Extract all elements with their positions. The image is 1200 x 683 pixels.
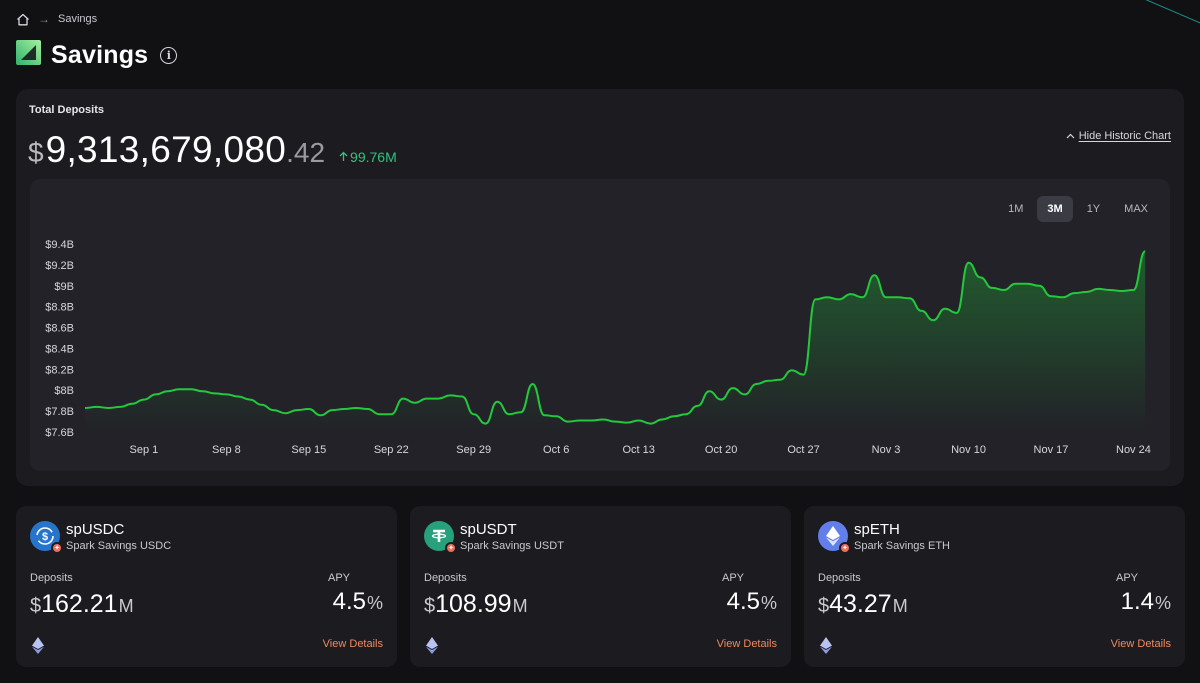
x-tick-label: Sep 1 <box>130 444 159 456</box>
currency-symbol: $ <box>28 137 44 168</box>
total-deposits-value: $ 9,313,679,080 .42 99.76M <box>28 129 397 171</box>
x-tick-label: Nov 24 <box>1116 444 1151 456</box>
x-tick-label: Sep 8 <box>212 444 241 456</box>
range-tab-max[interactable]: MAX <box>1124 203 1148 215</box>
time-range-tabs: 1M 3M 1Y MAX <box>998 196 1158 222</box>
apy-unit: % <box>760 593 777 613</box>
view-details-link[interactable]: View Details <box>716 638 777 650</box>
y-tick-label: $9.4B <box>45 239 74 251</box>
x-tick-label: Oct 27 <box>787 444 819 456</box>
y-tick-label: $8.6B <box>45 323 74 335</box>
view-details-link[interactable]: View Details <box>1110 638 1171 650</box>
currency-symbol: $ <box>30 595 42 617</box>
historic-chart-panel: $9.4B $9.2B $9B $8.8B $8.6B $8.4B $8.2B $8B $7.8… <box>30 179 1170 471</box>
apy-amount: 1.4 <box>1120 588 1154 615</box>
savings-card-spusdc[interactable]: $ ✦ spUSDC Spark Savings USDC Deposits $… <box>16 506 397 667</box>
chart-line <box>84 250 1147 425</box>
token-subname: Spark Savings USDT <box>460 540 564 552</box>
apy-label: APY <box>721 572 744 584</box>
total-deposits-label: Total Deposits <box>29 104 104 116</box>
x-tick-label: Sep 29 <box>456 444 491 456</box>
spark-badge-icon: ✦ <box>51 542 63 554</box>
ethereum-icon <box>426 637 438 659</box>
x-tick-label: Nov 10 <box>951 444 986 456</box>
token-name: spUSDT <box>460 521 517 538</box>
hide-historic-chart-button[interactable]: Hide Historic Chart <box>1066 130 1171 142</box>
deposits-unit: M <box>512 596 528 616</box>
x-tick-label: Sep 15 <box>291 444 326 456</box>
spark-badge-icon: ✦ <box>839 542 851 554</box>
breadcrumb-arrow-icon: → <box>38 12 50 26</box>
deposits-label: Deposits <box>818 572 861 584</box>
y-tick-label: $9B <box>54 281 74 293</box>
y-tick-label: $9.2B <box>45 260 74 272</box>
apy-label: APY <box>327 572 350 584</box>
y-tick-label: $8.2B <box>45 364 74 376</box>
currency-symbol: $ <box>818 595 830 617</box>
currency-symbol: $ <box>424 595 436 617</box>
range-tab-1m[interactable]: 1M <box>1008 203 1024 215</box>
token-name: spETH <box>854 521 900 538</box>
breadcrumb: → Savings <box>16 12 97 26</box>
info-icon[interactable]: i <box>160 46 178 64</box>
total-deposits-decimal: .42 <box>286 137 326 168</box>
deposits-amount: 108.99 <box>435 590 512 618</box>
range-tab-1y[interactable]: 1Y <box>1086 203 1101 215</box>
x-tick-label: Nov 17 <box>1034 444 1069 456</box>
savings-card-spusdt[interactable]: ✦ spUSDT Spark Savings USDT Deposits $ 1… <box>410 506 791 667</box>
historic-chart: $9.4B $9.2B $9B $8.8B $8.6B $8.4B $8.2B $8B $7.8… <box>45 239 1151 456</box>
page-title: Savings <box>51 40 149 69</box>
apy-label: APY <box>1115 572 1138 584</box>
chevron-up-icon <box>1066 130 1075 142</box>
apy-value: 4.5 % <box>727 588 777 616</box>
total-deposits-card: Total Deposits $ 9,313,679,080 .42 99.76… <box>16 89 1184 486</box>
y-tick-label: $8.8B <box>45 302 74 314</box>
x-tick-label: Sep 22 <box>374 444 409 456</box>
spark-logo-icon <box>16 40 41 70</box>
x-tick-label: Oct 13 <box>622 444 654 456</box>
change-value: 99.76M <box>350 149 397 165</box>
deposits-unit: M <box>892 596 908 616</box>
ethereum-icon <box>32 637 44 659</box>
decorative-line <box>1145 0 1200 24</box>
arrow-up-icon <box>339 149 348 165</box>
svg-text:$: $ <box>42 531 48 543</box>
deposits-value: $ 162.21 M <box>30 590 134 619</box>
y-tick-label: $7.8B <box>45 406 74 418</box>
home-icon[interactable] <box>16 13 30 26</box>
token-subname: Spark Savings ETH <box>854 540 950 552</box>
deposits-label: Deposits <box>30 572 73 584</box>
savings-card-speth[interactable]: ✦ spETH Spark Savings ETH Deposits $ 43.… <box>804 506 1185 667</box>
apy-amount: 4.5 <box>332 588 366 615</box>
apy-unit: % <box>366 593 383 613</box>
deposits-label: Deposits <box>424 572 467 584</box>
page-header: Savings i <box>16 40 178 70</box>
range-tab-3m[interactable]: 3M <box>1037 196 1073 222</box>
deposits-amount: 43.27 <box>829 590 892 618</box>
total-deposits-integer: 9,313,679,080 <box>45 129 287 170</box>
chart-area <box>85 251 1146 432</box>
token-name: spUSDC <box>66 521 125 538</box>
x-tick-label: Oct 6 <box>543 444 569 456</box>
y-tick-label: $8B <box>54 385 74 397</box>
deposits-value: $ 43.27 M <box>818 590 908 619</box>
y-tick-label: $8.4B <box>45 343 74 355</box>
x-tick-label: Oct 20 <box>705 444 737 456</box>
y-tick-label: $7.6B <box>45 427 74 439</box>
apy-amount: 4.5 <box>726 588 760 615</box>
spark-badge-icon: ✦ <box>445 542 457 554</box>
deposits-unit: M <box>118 596 134 616</box>
token-subname: Spark Savings USDC <box>66 540 172 552</box>
x-tick-label: Nov 3 <box>872 444 901 456</box>
total-deposits-change: 99.76M <box>339 149 397 165</box>
apy-value: 4.5 % <box>333 588 383 616</box>
apy-unit: % <box>1154 593 1171 613</box>
view-details-link[interactable]: View Details <box>322 638 383 650</box>
breadcrumb-current[interactable]: Savings <box>58 13 98 25</box>
hide-historic-chart-label: Hide Historic Chart <box>1078 130 1171 142</box>
ethereum-icon <box>820 637 832 659</box>
deposits-amount: 162.21 <box>41 590 118 618</box>
apy-value: 1.4 % <box>1121 588 1171 616</box>
deposits-value: $ 108.99 M <box>424 590 528 619</box>
